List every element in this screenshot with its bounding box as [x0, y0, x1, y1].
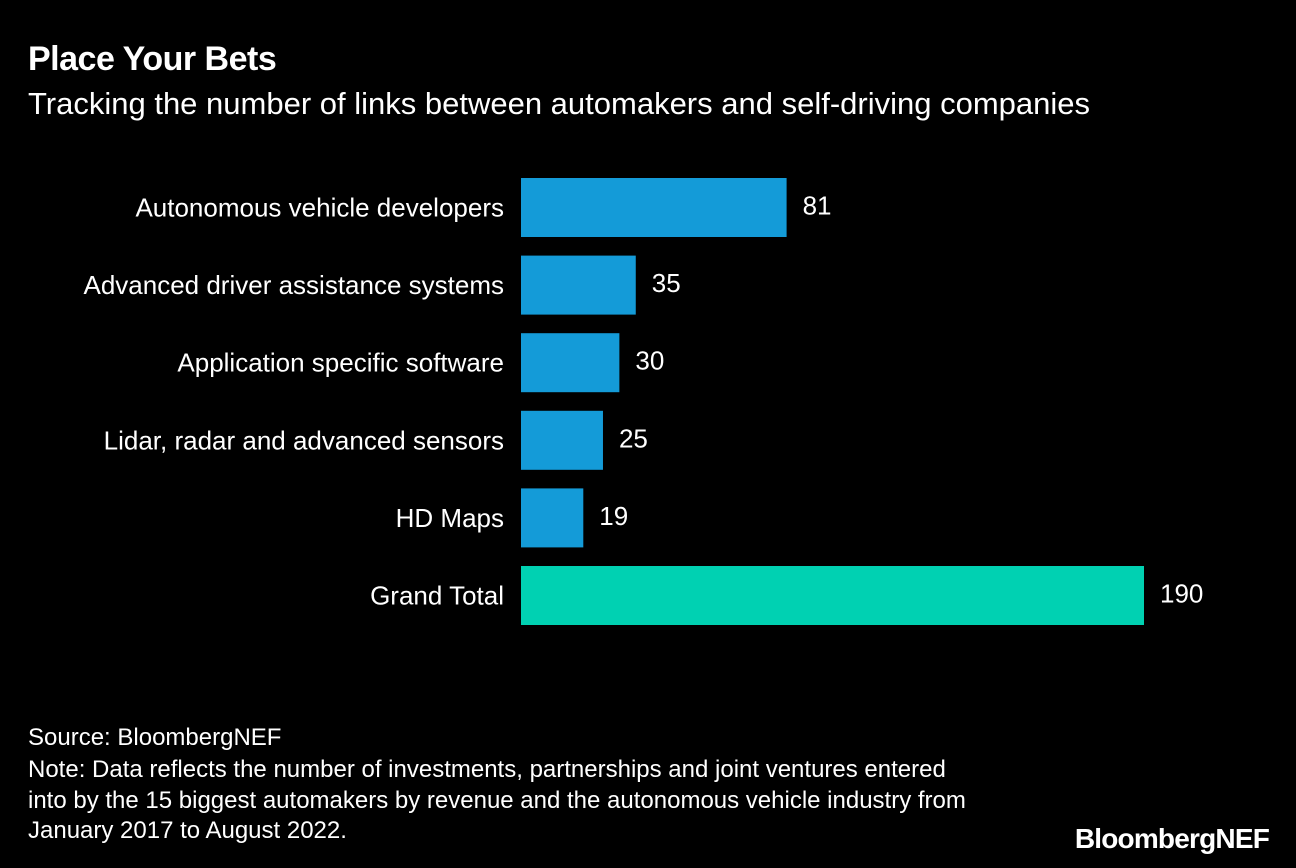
source-note: Source: BloombergNEF: [28, 724, 282, 751]
chart-subtitle: Tracking the number of links between aut…: [28, 86, 1090, 121]
data-label: 30: [635, 346, 664, 376]
bar: [521, 488, 584, 548]
category-label: Grand Total: [370, 581, 504, 611]
category-label: Autonomous vehicle developers: [135, 193, 504, 223]
bar: [521, 255, 636, 315]
chart-title: Place Your Bets: [28, 40, 277, 78]
data-label: 19: [599, 501, 628, 531]
bar-grand-total: [521, 566, 1144, 625]
footnote: Note: Data reflects the number of invest…: [28, 756, 966, 844]
bar: [521, 333, 620, 393]
category-label: HD Maps: [396, 503, 504, 533]
bar: [521, 410, 603, 470]
data-label: 81: [803, 191, 832, 221]
category-label: Application specific software: [177, 348, 504, 378]
data-label: 25: [619, 423, 648, 453]
category-label: Lidar, radar and advanced sensors: [104, 425, 504, 455]
category-label: Advanced driver assistance systems: [83, 270, 504, 300]
brand-logo: BloombergNEF: [1074, 823, 1270, 854]
data-label: 190: [1160, 579, 1203, 609]
bars-group: Autonomous vehicle developers 81 Advanced …: [83, 178, 1203, 625]
bar: [521, 178, 787, 237]
data-label: 35: [652, 268, 681, 298]
